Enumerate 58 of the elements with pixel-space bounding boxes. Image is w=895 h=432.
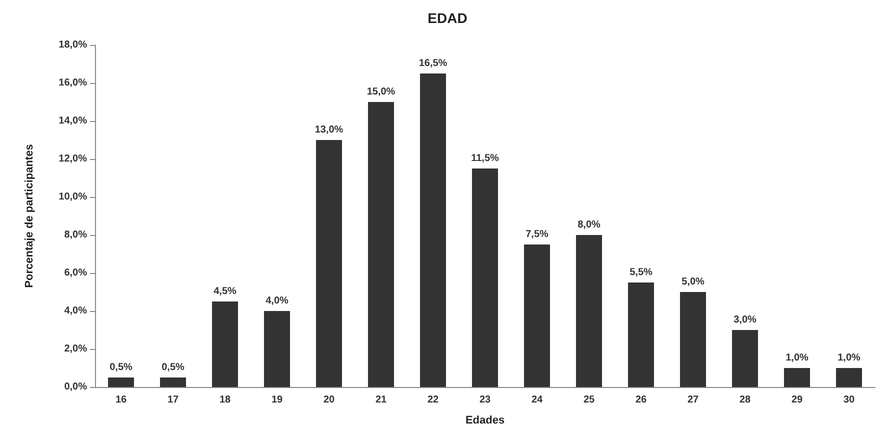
bar (264, 311, 290, 387)
data-label: 1,0% (786, 352, 809, 364)
bar (212, 302, 238, 387)
y-tick-label: 12,0% (58, 154, 88, 164)
data-label: 0,5% (162, 362, 185, 373)
x-tick-label: 21 (375, 394, 387, 406)
bar (576, 235, 602, 387)
x-axis-title: Edades (465, 414, 505, 426)
bar (836, 368, 862, 387)
y-tick-label: 4,0% (64, 306, 88, 316)
x-tick-label: 23 (479, 394, 491, 406)
y-tick-label: 14,0% (58, 116, 88, 126)
data-label: 4,5% (214, 286, 237, 297)
x-tick-label: 26 (635, 394, 647, 406)
x-tick-label: 27 (687, 394, 699, 406)
chart-title: EDAD (428, 10, 468, 26)
bar (420, 74, 446, 387)
data-label: 16,5% (418, 58, 448, 69)
x-tick-label: 22 (427, 394, 439, 406)
x-tick-label: 25 (583, 394, 595, 406)
data-label: 0,5% (110, 362, 133, 373)
bar (784, 368, 810, 387)
data-label: 3,0% (734, 314, 757, 326)
data-label: 8,0% (578, 220, 601, 230)
y-tick-label: 16,0% (58, 78, 88, 88)
y-tick-label: 18,0% (58, 40, 88, 50)
data-label: 1,0% (838, 352, 861, 364)
data-label: 5,0% (682, 276, 705, 288)
x-tick-label: 28 (739, 394, 751, 406)
x-tick-label: 24 (531, 394, 543, 406)
data-label: 15,0% (366, 86, 396, 98)
y-axis-title: Porcentaje de participantes (24, 144, 36, 288)
y-tick-label: 2,0% (64, 344, 88, 354)
y-tick-label: 6,0% (64, 268, 88, 278)
bar (524, 244, 550, 387)
y-tick-label: 10,0% (58, 192, 88, 202)
data-label: 13,0% (314, 124, 344, 136)
bar (732, 330, 758, 387)
x-tick-label: 19 (271, 394, 283, 406)
data-label: 11,5% (471, 153, 500, 164)
bar (628, 282, 654, 387)
data-label: 5,5% (630, 267, 653, 278)
y-tick-label: 0,0% (64, 382, 88, 392)
bar (316, 140, 342, 387)
x-tick-label: 20 (323, 394, 335, 406)
bar (472, 168, 498, 387)
x-tick-label: 18 (219, 394, 231, 406)
data-label: 7,5% (526, 229, 549, 240)
x-tick-label: 17 (167, 394, 179, 406)
x-tick-label: 29 (791, 394, 803, 406)
bar (680, 292, 706, 387)
data-label: 4,0% (266, 296, 289, 306)
bar (368, 102, 394, 387)
x-tick-label: 30 (843, 394, 855, 406)
bar (160, 378, 186, 387)
x-tick-label: 16 (115, 394, 127, 406)
bar (108, 378, 134, 387)
y-tick-label: 8,0% (64, 230, 88, 240)
